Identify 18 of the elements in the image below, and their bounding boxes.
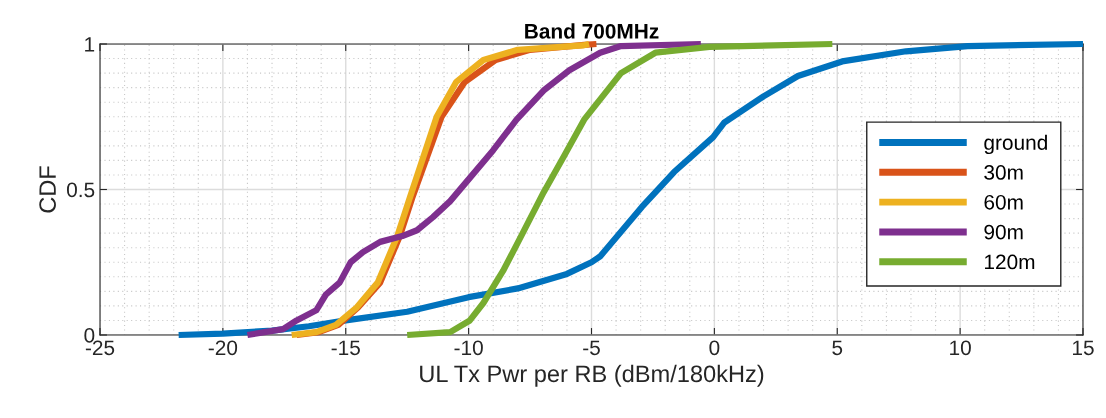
- legend-label: 60m: [984, 194, 1023, 210]
- x-tick-label: -15: [331, 340, 360, 356]
- x-tick-label: 5: [832, 340, 843, 356]
- legend-label: ground: [984, 134, 1047, 155]
- legend-label: 120m: [985, 254, 1035, 270]
- x-tick-label: -10: [454, 340, 483, 356]
- x-tick-label: -5: [583, 340, 600, 356]
- x-tick-label: -20: [208, 340, 238, 356]
- y-tick-label: 0.5: [66, 182, 95, 198]
- x-tick-label: 15: [1073, 340, 1094, 356]
- legend-label: 30m: [984, 165, 1023, 180]
- x-tick-label: 10: [950, 340, 971, 356]
- y-tick-label: 1: [85, 37, 95, 52]
- legend-label: 90m: [984, 224, 1023, 240]
- y-axis-title: CDF: [39, 166, 56, 213]
- x-axis-title: UL Tx Pwr per RB (dBm/180kHz): [420, 364, 764, 387]
- x-tick-label: 0: [709, 340, 720, 356]
- chart-title: Band 700MHz: [525, 23, 659, 39]
